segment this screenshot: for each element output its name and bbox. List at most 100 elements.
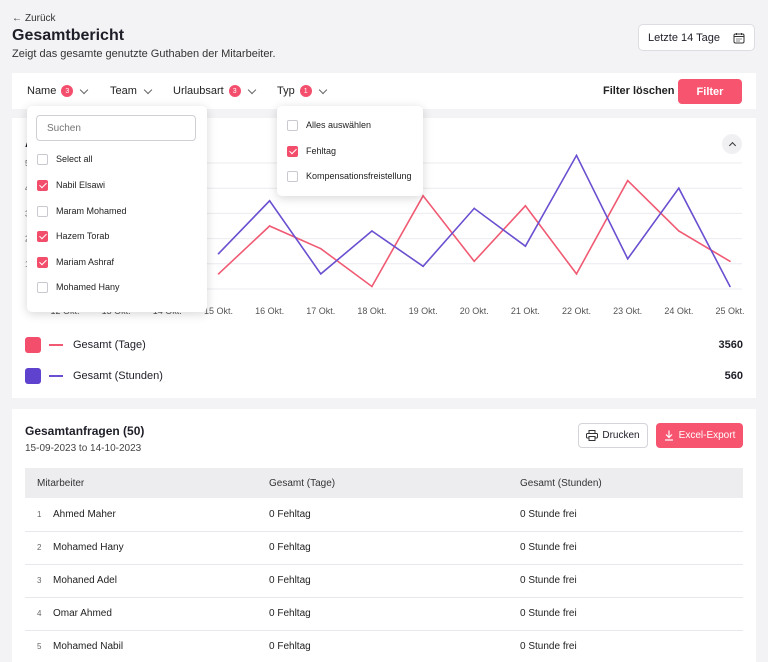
checkbox-checked[interactable] <box>37 230 48 242</box>
hours-cell: 0 Stunde frei <box>508 630 743 662</box>
column-header-hours[interactable]: Gesamt (Stunden) <box>508 468 743 498</box>
calendar-icon <box>733 32 745 43</box>
table-row[interactable]: 4 Omar Ahmed 0 Fehltag 0 Stunde frei <box>25 597 743 631</box>
series-line-days <box>217 179 731 288</box>
page-subtitle: Zeigt das gesamte genutzte Guthaben der … <box>12 48 276 60</box>
data-point[interactable] <box>575 154 578 157</box>
data-point[interactable] <box>626 257 629 260</box>
row-number: 4 <box>37 609 42 618</box>
data-point[interactable] <box>729 285 731 288</box>
data-point[interactable] <box>319 273 322 275</box>
column-header-employee[interactable]: Mitarbeiter <box>25 468 257 498</box>
data-point[interactable] <box>678 230 680 232</box>
download-icon <box>664 430 673 441</box>
days-cell: 0 Fehltag <box>257 531 508 565</box>
collapse-chart-button[interactable] <box>722 134 742 154</box>
filter-leave-type[interactable]: Urlaubsart 3 <box>173 73 256 109</box>
data-point[interactable] <box>268 225 271 227</box>
checkbox[interactable] <box>287 170 298 182</box>
filter-leave-type-badge: 3 <box>228 85 241 97</box>
apply-filter-button[interactable]: Filter <box>678 79 742 104</box>
table-row[interactable]: 5 Mohamed Nabil 0 Fehltag 0 Stunde frei <box>25 630 743 662</box>
table-header-row: Mitarbeiter Gesamt (Tage) Gesamt (Stunde… <box>25 468 743 498</box>
data-point[interactable] <box>371 230 373 232</box>
print-label: Drucken <box>602 430 640 441</box>
filter-name[interactable]: Name 3 <box>27 73 89 109</box>
filter-name-label: Name <box>27 85 57 97</box>
name-search-input[interactable] <box>36 115 196 141</box>
back-label: Zurück <box>25 13 56 24</box>
x-tick-label: 19 Okt. <box>409 306 438 316</box>
option-label: Mohamed Hany <box>56 282 120 292</box>
data-point[interactable] <box>626 179 629 182</box>
data-point[interactable] <box>729 260 731 263</box>
option-nabil-elsawi[interactable]: Nabil Elsawi <box>37 175 105 195</box>
data-point[interactable] <box>371 285 373 288</box>
clear-filters-button[interactable]: Filter löschen <box>603 85 675 97</box>
table-row[interactable]: 3 Mohaned Adel 0 Fehltag 0 Stunde frei <box>25 564 743 598</box>
option-mohamed-hany[interactable]: Mohamed Hany <box>37 277 120 297</box>
data-point[interactable] <box>422 265 424 268</box>
filter-type-label: Typ <box>277 85 295 97</box>
option-label: Nabil Elsawi <box>56 180 106 190</box>
x-tick-label: 17 Okt. <box>306 306 335 316</box>
option-kompensationsfreistellung[interactable]: Kompensationsfreistellung <box>287 166 412 186</box>
back-link[interactable]: ← Zurück <box>12 13 56 24</box>
requests-range: 15-09-2023 to 14-10-2023 <box>25 443 142 454</box>
legend-line-hours <box>49 375 63 377</box>
type-filter-dropdown: Alles auswählen Fehltag Kompensationsfre… <box>277 106 423 196</box>
requests-title: Gesamtanfragen (50) <box>25 424 145 438</box>
checkbox-checked[interactable] <box>37 256 48 268</box>
chevron-down-icon <box>80 85 89 94</box>
print-button[interactable]: Drucken <box>578 423 648 448</box>
data-point[interactable] <box>473 207 476 210</box>
checkbox[interactable] <box>37 281 48 293</box>
hours-cell: 0 Stunde frei <box>508 531 743 565</box>
column-header-days[interactable]: Gesamt (Tage) <box>257 468 508 498</box>
option-label: Hazem Torab <box>56 231 110 241</box>
data-point[interactable] <box>319 247 322 250</box>
x-tick-label: 18 Okt. <box>357 306 386 316</box>
legend-label-hours: Gesamt (Stunden) <box>73 370 163 382</box>
option-select-all[interactable]: Select all <box>37 149 93 169</box>
table-row[interactable]: 1 Ahmed Maher 0 Fehltag 0 Stunde frei <box>25 498 743 532</box>
data-point[interactable] <box>524 205 527 207</box>
data-point[interactable] <box>575 273 578 275</box>
data-point[interactable] <box>217 273 220 275</box>
checkbox[interactable] <box>37 205 48 217</box>
legend-row-days: Gesamt (Tage) 3560 <box>25 337 743 353</box>
filter-type-badge: 1 <box>299 85 312 97</box>
table-row[interactable]: 2 Mohamed Hany 0 Fehltag 0 Stunde frei <box>25 531 743 565</box>
checkbox[interactable] <box>37 153 48 165</box>
requests-table: Mitarbeiter Gesamt (Tage) Gesamt (Stunde… <box>25 468 743 662</box>
x-tick-label: 22 Okt. <box>562 306 591 316</box>
option-fehltag[interactable]: Fehltag <box>287 141 336 161</box>
arrow-left-icon: ← <box>12 13 22 24</box>
employee-name: Ahmed Maher <box>53 508 116 520</box>
date-range-select[interactable]: Letzte 14 Tage <box>638 24 755 51</box>
option-maram-mohamed[interactable]: Maram Mohamed <box>37 201 127 221</box>
filter-team-label: Team <box>110 85 137 97</box>
employee-cell: 2 Mohamed Hany <box>25 531 257 565</box>
chevron-down-icon <box>318 85 327 94</box>
data-point[interactable] <box>268 200 271 202</box>
checkbox[interactable] <box>287 119 298 131</box>
days-cell: 0 Fehltag <box>257 597 508 631</box>
filter-leave-type-label: Urlaubsart <box>173 85 224 97</box>
filter-team[interactable]: Team <box>110 73 153 109</box>
chevron-down-icon <box>247 85 256 94</box>
option-select-all-types[interactable]: Alles auswählen <box>287 115 371 135</box>
data-point[interactable] <box>422 194 424 197</box>
data-point[interactable] <box>678 187 680 189</box>
option-mariam-ashraf[interactable]: Mariam Ashraf <box>37 252 114 272</box>
data-point[interactable] <box>217 252 220 255</box>
checkbox-checked[interactable] <box>287 145 298 157</box>
checkbox-checked[interactable] <box>37 179 48 191</box>
filter-type[interactable]: Typ 1 <box>277 73 327 109</box>
data-point[interactable] <box>524 245 527 247</box>
option-label: Select all <box>56 154 93 164</box>
option-hazem-torab[interactable]: Hazem Torab <box>37 226 109 246</box>
excel-export-button[interactable]: Excel-Export <box>656 423 743 448</box>
x-tick-label: 25 Okt. <box>715 306 744 316</box>
data-point[interactable] <box>473 260 476 263</box>
